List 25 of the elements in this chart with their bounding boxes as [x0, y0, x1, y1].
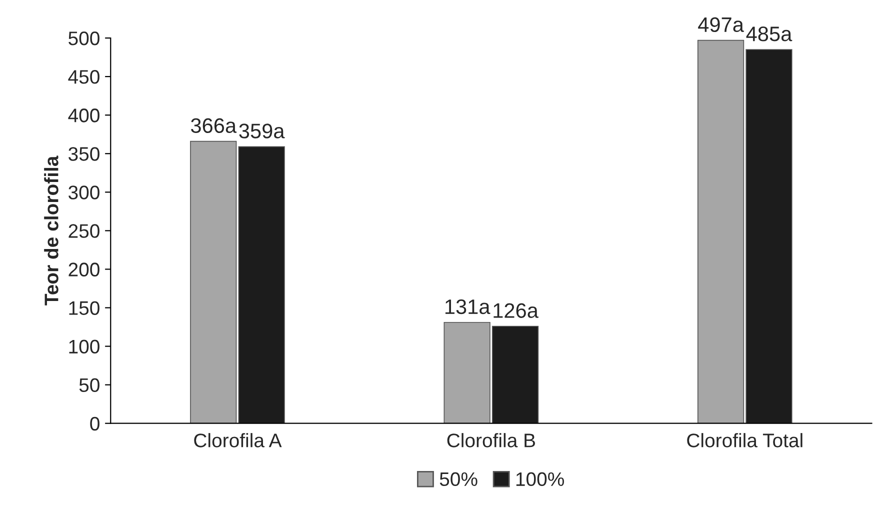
bar [190, 140, 237, 424]
data-label: 485a [746, 26, 792, 42]
y-tick-label: 50 [79, 378, 100, 392]
bar [238, 146, 285, 424]
legend-label: 50% [440, 472, 478, 486]
x-tick-label: Clorofila B [447, 433, 535, 448]
data-label: 497a [698, 17, 744, 32]
y-tick-label: 200 [68, 262, 100, 276]
y-tick-label: 250 [68, 224, 100, 238]
y-tick-label: 0 [90, 416, 100, 431]
y-tick-label: 150 [69, 301, 100, 315]
y-tick-label: 500 [68, 31, 100, 46]
y-axis-title: Teor de clorofila [44, 156, 58, 306]
data-label: 366a [190, 118, 237, 134]
data-label: 359a [239, 124, 285, 138]
y-tick-label: 350 [68, 147, 100, 161]
y-tick-label: 400 [68, 108, 100, 122]
x-tick-label: Clorofila Total [687, 433, 802, 448]
data-label: 126a [494, 303, 538, 318]
data-label: 131a [445, 299, 490, 314]
y-tick-label: 450 [68, 70, 100, 84]
y-tick-label: 100 [69, 340, 100, 354]
x-tick-label: Clorofila A [194, 433, 282, 448]
legend-label: 100% [516, 472, 564, 486]
y-tick-label: 300 [68, 186, 100, 200]
